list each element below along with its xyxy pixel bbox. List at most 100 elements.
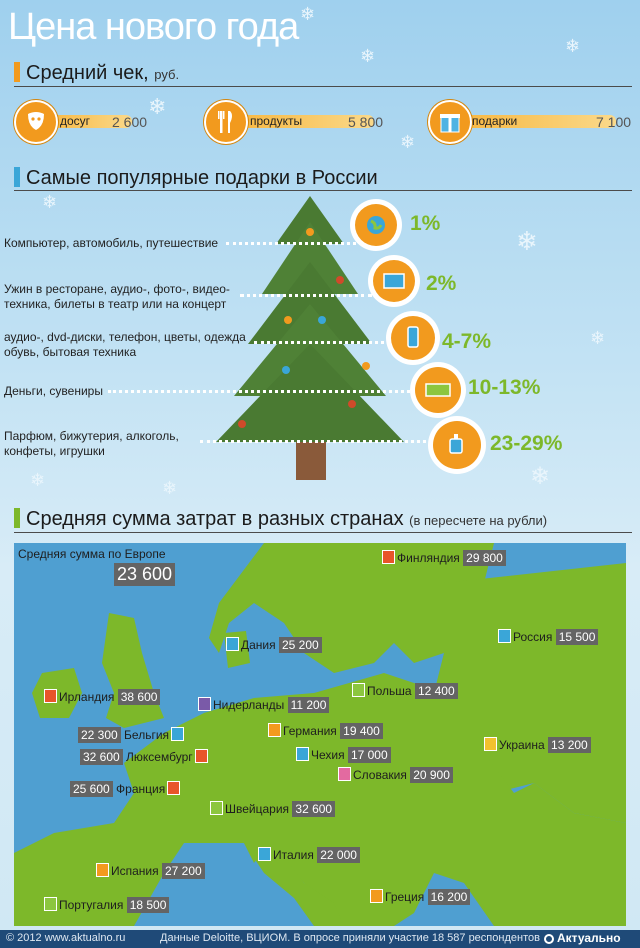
fork-knife-icon [204,100,248,144]
spending-label: подарки [472,114,518,128]
country-netherlands: Нидерланды 11 200 [196,697,330,713]
gift-icon [498,629,511,643]
snowflake-icon: ❄ [360,46,376,66]
gift-category-label: Компьютер, автомобиль, путешествие [4,236,219,250]
gift-icon [44,897,57,911]
country-portugal: Португалия 18 500 [42,897,170,913]
snowflake-icon: ❄ [516,226,538,256]
country-greece: Греция 16 200 [368,889,471,905]
dotted-leader [108,390,416,396]
snowflake-icon: ❄ [590,328,606,348]
country-ireland: Ирландия 38 600 [42,689,161,705]
perfume-icon [428,416,486,474]
snowflake-icon: ❄ [530,463,551,490]
tv-icon [368,255,420,307]
divider [14,190,632,191]
spending-label: продукты [250,114,303,128]
country-poland: Польша 12 400 [350,683,458,699]
money-icon [410,362,466,418]
footer-source: Данные Deloitte, ВЦИОМ. В опросе приняли… [160,932,540,944]
gift-icon [338,767,351,781]
snowflake-icon: ❄ [162,478,178,498]
spending-value: 2 600 [112,114,148,130]
country-spain: Испания 27 200 [94,863,205,879]
gift-icon [226,637,239,651]
gift-icon [352,683,365,697]
gift-percent: 2% [426,272,457,295]
masks-icon [14,100,58,144]
gift-percent: 23-29% [490,432,563,455]
logo-circle-icon [544,934,554,944]
country-denmark: Дания 25 200 [224,637,322,653]
country-germany: Германия 19 400 [266,723,383,739]
section-unit: руб. [154,67,180,82]
footer-copyright[interactable]: © 2012 www.aktualno.ru [6,932,126,944]
gift-percent: 4-7% [442,330,492,353]
gift-icon [198,697,211,711]
spending-food: продукты 5 800 [204,100,394,144]
gift-icon [382,550,395,564]
gift-category-label: Ужин в ресторане, аудио-, фото-, видео-т… [4,282,230,311]
snowflake-icon: ❄ [300,4,316,24]
country-ukraine: Украина 13 200 [482,737,591,753]
snowflake-icon: ❄ [42,192,58,212]
europe-average-value: 23 600 [114,563,176,586]
dotted-leader [254,341,390,347]
christmas-tree [216,196,404,480]
gift-icon [484,737,497,751]
spending-bar [44,115,132,128]
page-title: Цена нового года [8,6,299,48]
spending-gifts: подарки 7 100 [428,100,636,144]
brand-logo[interactable]: Актуально [544,931,621,945]
gift-icon [268,723,281,737]
gift-percent: 10-13% [468,376,541,399]
country-finland: Финляндия 29 800 [380,550,506,566]
gift-icon [44,689,57,703]
spending-label: досуг [60,114,91,128]
spending-bar [458,115,616,128]
section-note: (в пересчете на рубли) [409,513,548,528]
country-czechia: Чехия 17 000 [294,747,391,763]
country-slovakia: Словакия 20 900 [336,767,453,783]
gift-icon [296,747,309,761]
europe-map: Средняя сумма по Европе 23 600 Финляндия… [14,543,626,926]
country-luxembourg: 32 600 Люксембург [80,749,210,765]
dotted-leader [240,294,372,300]
snowflake-icon: ❄ [565,36,581,56]
divider [14,532,632,533]
snowflake-icon: ❄ [148,94,167,119]
gift-category-label: аудио-, dvd-диски, телефон, цветы, одежд… [4,330,246,359]
country-france: 25 600 Франция [70,781,182,797]
europe-average-label: Средняя сумма по Европе [18,547,166,561]
gift-icon [96,863,109,877]
snowflake-icon: ❄ [400,132,416,152]
section-title: Средний чек, [26,62,149,84]
gift-icon [428,100,472,144]
spending-leisure: досуг 2 600 [14,100,194,144]
gift-category-label: Парфюм, бижутерия, алкоголь, конфеты, игр… [4,429,179,458]
country-russia: Россия 15 500 [496,629,599,645]
spending-value: 7 100 [596,114,632,130]
gift-icon [194,749,208,763]
gift-icon [370,889,383,903]
section-title: Самые популярные подарки в России [26,167,378,189]
dotted-leader [226,242,356,248]
gift-percent: 1% [410,212,441,235]
spending-value: 5 800 [348,114,384,130]
gift-icon [210,801,223,815]
gift-icon [171,727,185,741]
section-country-spending: Средняя сумма затрат в разных странах (в… [14,508,547,531]
gift-icon [167,781,181,795]
country-switzerland: Швейцария 32 600 [208,801,336,817]
divider [14,86,632,87]
dotted-leader [200,440,432,446]
country-belgium: 22 300 Бельгия [78,727,186,743]
section-title: Средняя сумма затрат в разных странах [26,508,404,530]
footer: © 2012 www.aktualno.ru Данные Deloitte, … [0,930,640,948]
map-land [14,543,626,926]
section-average-check: Средний чек, руб. [14,62,179,85]
globe-icon [350,199,402,251]
phone-icon [386,311,440,365]
section-popular-gifts: Самые популярные подарки в России [14,167,378,190]
